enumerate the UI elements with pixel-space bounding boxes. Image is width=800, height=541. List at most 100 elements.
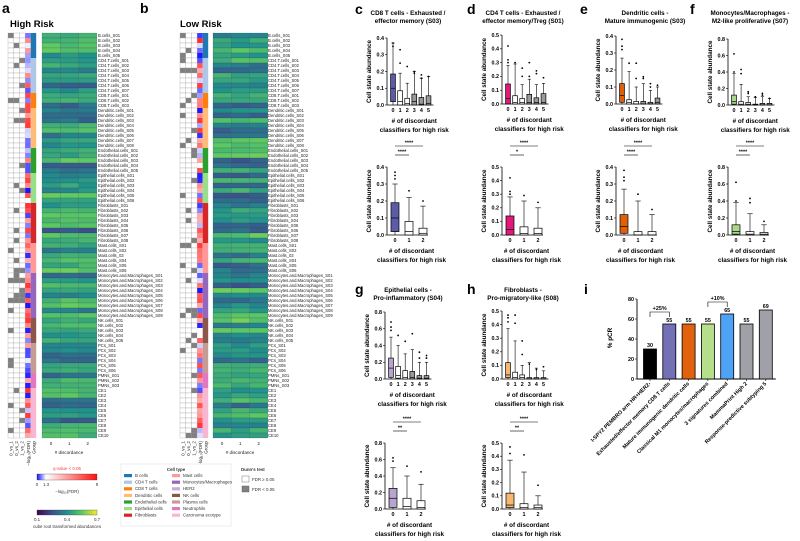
dunn-cell <box>13 232 20 239</box>
group-cell <box>30 263 37 268</box>
dunn-cell <box>191 117 198 124</box>
abundance-cell <box>41 282 61 289</box>
box <box>404 221 414 236</box>
y-axis-label: Cell state abundance <box>481 313 488 376</box>
fdr-cell <box>25 393 31 398</box>
dunn-cell <box>179 432 186 439</box>
row-label: CE9 <box>268 428 277 433</box>
abundance-cell <box>231 352 250 359</box>
abundance-cell <box>41 347 61 354</box>
dunn-cell <box>185 317 192 324</box>
abundance-cell <box>231 432 250 439</box>
dunn-cell <box>179 62 186 69</box>
abundance-cell <box>41 357 61 364</box>
abundance-cell <box>231 387 250 394</box>
outlier-point <box>521 353 524 356</box>
abundance-cell <box>231 222 250 229</box>
abundance-cell <box>212 127 232 134</box>
significance-label: **** <box>520 141 529 147</box>
dunn-cell <box>7 112 14 119</box>
fdr-cell <box>197 243 203 248</box>
dunn-cell <box>19 222 26 229</box>
dunn-cell <box>13 432 20 439</box>
dunn-cell <box>13 282 20 289</box>
y-axis-label: Cell state abundance <box>366 40 373 103</box>
y-tick-label: 0.5 <box>492 33 500 39</box>
dunn-cell <box>191 77 198 84</box>
x-tick-label: 5 <box>542 382 545 388</box>
dunn-cell <box>179 312 186 319</box>
dunn-cell <box>13 372 20 379</box>
cell-type-swatch <box>124 500 132 504</box>
group-cell <box>30 373 37 378</box>
cell-type-swatch <box>124 507 132 511</box>
abundance-cell <box>78 62 97 69</box>
abundance-cell <box>41 182 61 189</box>
fdr-cell <box>197 133 203 138</box>
abundance-cell <box>41 62 61 69</box>
dunn-cell <box>185 197 192 204</box>
abundance-tick: 0.1 <box>34 517 41 522</box>
abundance-cell <box>41 367 61 374</box>
dunn-cell <box>19 117 26 124</box>
dunn-cell <box>19 372 26 379</box>
dunn-cell <box>13 112 20 119</box>
dunn-cell <box>13 327 20 334</box>
panel-a-title: High Risk <box>10 19 55 30</box>
dunn-cell <box>19 427 26 434</box>
dunn-cell <box>179 117 186 124</box>
dunn-cell <box>13 317 20 324</box>
dunn-cell <box>191 322 198 329</box>
abundance-cell <box>249 62 268 69</box>
fdr-cell <box>197 253 203 258</box>
group-cell <box>202 43 209 48</box>
dunn-cell <box>179 397 186 404</box>
group-cell <box>30 253 37 258</box>
row-label: Dendritic.cells_S01 <box>268 108 305 113</box>
x-tick-label: 1 <box>523 512 526 518</box>
dunn-cell <box>19 52 26 59</box>
cell-type-label: CD4 T cells <box>135 480 158 485</box>
dunn-cell <box>19 67 26 74</box>
dunn-cell <box>179 337 186 344</box>
abundance-cell <box>249 242 268 249</box>
abundance-cell <box>41 352 61 359</box>
abundance-cell <box>78 307 97 314</box>
dunn-cell <box>179 167 186 174</box>
panel-letter-b: b <box>140 0 149 16</box>
dunn-cell <box>19 387 26 394</box>
abundance-cell <box>249 87 268 94</box>
fdr-cell <box>197 148 203 153</box>
abundance-cell <box>249 97 268 104</box>
dunn-cell <box>19 292 26 299</box>
abundance-cell <box>41 432 61 439</box>
dunn-cell <box>19 157 26 164</box>
group-cell <box>202 118 209 123</box>
group-cell <box>202 58 209 63</box>
abundance-cell <box>212 217 232 224</box>
group-cell <box>30 43 37 48</box>
group-cell <box>202 168 209 173</box>
abundance-cell <box>249 232 268 239</box>
abundance-cell <box>249 382 268 389</box>
group-cell <box>202 163 209 168</box>
dunn-cell <box>185 252 192 259</box>
row-label: Endothelial.cells_S05 <box>268 168 309 173</box>
dunn-cell <box>19 47 26 54</box>
row-label: CD4.T.cells_S07 <box>98 88 130 93</box>
dunn-cell <box>7 432 14 439</box>
row-label: Dendritic.cells_S02 <box>98 113 135 118</box>
dunn-cell <box>7 412 14 419</box>
outlier-point <box>514 61 516 64</box>
abundance-cell <box>249 52 268 59</box>
dunn-cell <box>13 312 20 319</box>
fdr-cell <box>197 233 203 238</box>
fdr-cell <box>197 323 203 328</box>
box <box>418 97 425 106</box>
y-tick-label: 0.2 <box>492 350 500 356</box>
fdr-cell <box>197 343 203 348</box>
outlier-point <box>408 189 410 192</box>
x-tick-label: 0 <box>733 108 736 114</box>
dunn-cell <box>13 342 20 349</box>
x-tick-label: 3 <box>754 108 757 114</box>
